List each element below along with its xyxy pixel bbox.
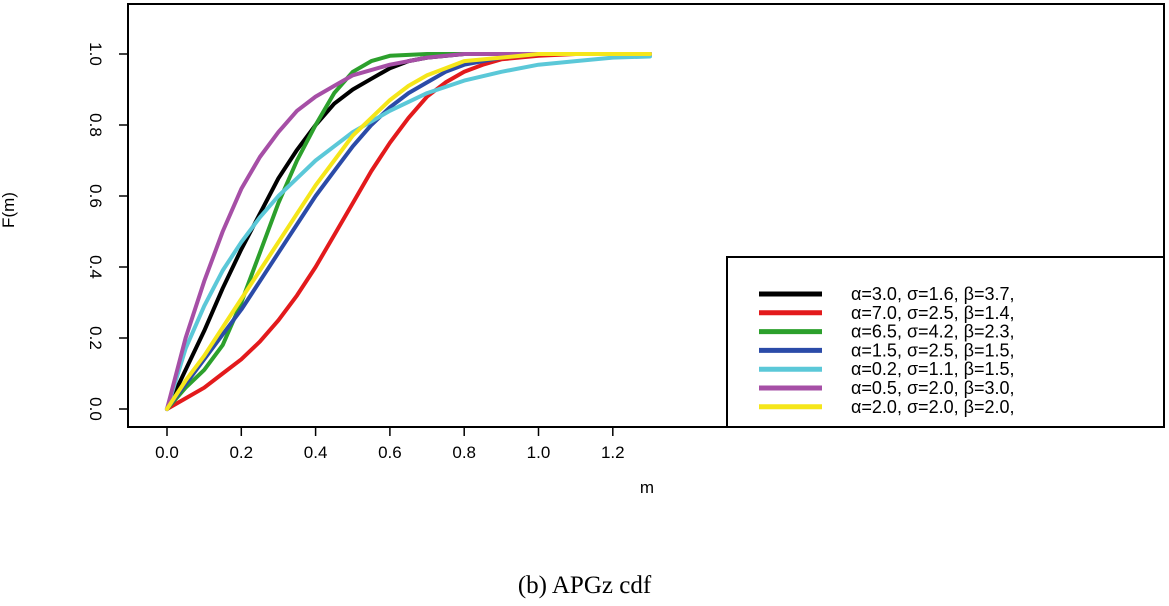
series-line	[165, 52, 652, 411]
legend-label: α=6.5, σ=4.2, β=2.3,	[851, 322, 1014, 342]
series-line	[165, 52, 652, 411]
x-tick-label: 0.8	[452, 443, 476, 462]
y-tick-label: 0.6	[86, 184, 105, 208]
legend-box	[726, 256, 1165, 428]
y-axis: 0.0 0.2 0.4 0.6 0.8 1.0	[86, 42, 128, 421]
series-lines	[165, 52, 652, 411]
y-tick-label: 0.4	[86, 255, 105, 279]
series-line	[165, 54, 652, 411]
figure-caption: (b) APGz cdf	[517, 572, 652, 599]
x-tick-label: 0.6	[378, 443, 402, 462]
legend-label: α=1.5, σ=2.5, β=1.5,	[851, 340, 1014, 360]
x-tick-label: 1.0	[527, 443, 551, 462]
legend-label: α=0.5, σ=2.0, β=3.0,	[851, 378, 1014, 398]
legend-label: α=0.2, σ=1.1, β=1.5,	[851, 359, 1014, 379]
x-tick-label: 0.2	[229, 443, 253, 462]
x-tick-label: 0.0	[155, 443, 179, 462]
legend: α=3.0, σ=1.6, β=3.7,α=7.0, σ=2.5, β=1.4,…	[726, 256, 1165, 428]
legend-label: α=3.0, σ=1.6, β=3.7,	[851, 284, 1014, 304]
x-axis-label: m	[640, 478, 654, 497]
series-line	[165, 52, 652, 411]
y-tick-label: 0.0	[86, 397, 105, 421]
series-line	[165, 52, 652, 411]
series-line	[165, 52, 652, 411]
y-tick-label: 1.0	[86, 42, 105, 66]
series-line	[165, 52, 652, 411]
x-tick-label: 1.2	[601, 443, 625, 462]
y-axis-label: F(m)	[0, 192, 18, 228]
y-tick-label: 0.8	[86, 113, 105, 137]
y-tick-label: 0.2	[86, 326, 105, 350]
legend-label: α=7.0, σ=2.5, β=1.4,	[851, 303, 1014, 323]
x-axis: 0.0 0.2 0.4 0.6 0.8 1.0 1.2	[155, 427, 625, 462]
x-tick-label: 0.4	[304, 443, 328, 462]
cdf-chart: 0.0 0.2 0.4 0.6 0.8 1.0 1.2 0.0 0.2 0.4 0.6 0.8 1.0…	[0, 3, 1165, 497]
plot-frame	[127, 3, 1165, 428]
legend-label: α=2.0, σ=2.0, β=2.0,	[851, 397, 1014, 417]
